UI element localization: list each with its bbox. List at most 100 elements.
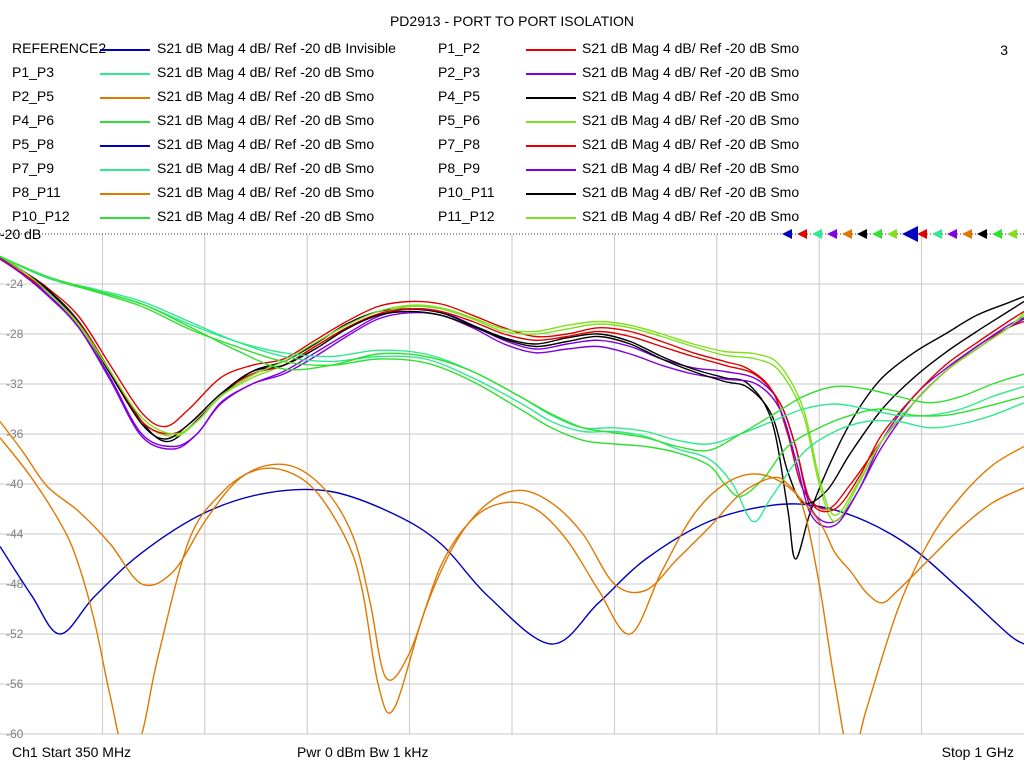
legend-swatch [100, 169, 150, 171]
y-tick-label: -24 [6, 277, 24, 291]
legend-swatch [526, 193, 576, 195]
reference-marker [917, 229, 927, 239]
reference-marker [827, 229, 837, 239]
reference-marker [962, 229, 972, 239]
reference-marker [872, 229, 882, 239]
legend-swatch [100, 73, 150, 75]
trace-p10-p12 [0, 255, 1024, 452]
legend-trace-name: P8_P11 [12, 184, 61, 200]
legend-row: P4_P5 S21 dB Mag 4 dB/ Ref -20 dB Smo [438, 88, 852, 108]
legend-trace-name: P8_P9 [438, 160, 481, 176]
ref-label: -20 dB [0, 226, 41, 242]
reference-marker [902, 226, 918, 242]
legend-row: P4_P6 S21 dB Mag 4 dB/ Ref -20 dB Smo [12, 112, 427, 132]
legend-trace-format: S21 dB Mag 4 dB/ Ref -20 dB Smo [157, 64, 375, 80]
traces [0, 255, 1024, 734]
reference-marker [812, 229, 822, 239]
trace-p1-p3 [0, 255, 1024, 445]
legend-trace-name: P5_P6 [438, 112, 481, 128]
channel-number: 3 [1000, 42, 1008, 58]
legend-trace-format: S21 dB Mag 4 dB/ Ref -20 dB Smo [157, 112, 375, 128]
legend-row: REFERENCE2 S21 dB Mag 4 dB/ Ref -20 dB In… [12, 40, 427, 60]
legend-trace-format: S21 dB Mag 4 dB/ Ref -20 dB Smo [582, 88, 800, 104]
reference-marker [857, 229, 867, 239]
legend-trace-format: S21 dB Mag 4 dB/ Ref -20 dB Invisible [157, 40, 396, 56]
trace-p1-p2 [0, 255, 1024, 510]
legend-row: P7_P9 S21 dB Mag 4 dB/ Ref -20 dB Smo [12, 160, 427, 180]
legend-swatch [100, 193, 150, 195]
legend-swatch [526, 121, 576, 123]
trace-p8-p9 [0, 258, 1024, 528]
reference-markers [782, 226, 1017, 242]
legend-trace-name: P7_P9 [12, 160, 55, 176]
legend-trace-name: P10_P12 [12, 208, 70, 224]
y-tick-label: -52 [6, 627, 24, 641]
legend-swatch [526, 73, 576, 75]
legend-trace-name: P1_P3 [12, 64, 55, 80]
legend-trace-format: S21 dB Mag 4 dB/ Ref -20 dB Smo [582, 40, 800, 56]
legend-trace-format: S21 dB Mag 4 dB/ Ref -20 dB Smo [582, 64, 800, 80]
legend-trace-name: P7_P8 [438, 136, 481, 152]
legend-swatch [100, 121, 150, 123]
legend-swatch [100, 49, 150, 51]
legend-row: P1_P3 S21 dB Mag 4 dB/ Ref -20 dB Smo [12, 64, 427, 84]
legend-trace-format: S21 dB Mag 4 dB/ Ref -20 dB Smo [582, 208, 800, 224]
legend-trace-format: S21 dB Mag 4 dB/ Ref -20 dB Smo [157, 136, 375, 152]
legend-swatch [100, 97, 150, 99]
legend-trace-format: S21 dB Mag 4 dB/ Ref -20 dB Smo [157, 160, 375, 176]
legend-trace-name: P5_P8 [12, 136, 55, 152]
legend-row: P7_P8 S21 dB Mag 4 dB/ Ref -20 dB Smo [438, 136, 852, 156]
legend-row: P8_P9 S21 dB Mag 4 dB/ Ref -20 dB Smo [438, 160, 852, 180]
reference-marker [782, 229, 792, 239]
legend-row: P10_P11 S21 dB Mag 4 dB/ Ref -20 dB Smo [438, 184, 852, 204]
legend-swatch [526, 145, 576, 147]
stop-frequency: Stop 1 GHz [941, 744, 1014, 760]
legend-trace-name: P2_P5 [12, 88, 55, 104]
trace-p8-p11 [0, 421, 1024, 681]
reference-marker [992, 229, 1002, 239]
legend-swatch [100, 217, 150, 219]
legend-trace-name: P11_P12 [438, 208, 495, 224]
trace-p4-p6 [0, 255, 1024, 498]
legend-trace-format: S21 dB Mag 4 dB/ Ref -20 dB Smo [157, 88, 375, 104]
legend-trace-format: S21 dB Mag 4 dB/ Ref -20 dB Smo [582, 136, 800, 152]
y-tick-label: -32 [6, 377, 24, 391]
y-tick-label: -40 [6, 477, 24, 491]
legend-trace-format: S21 dB Mag 4 dB/ Ref -20 dB Smo [582, 184, 800, 200]
reference-marker [977, 229, 987, 239]
start-frequency: Ch1 Start 350 MHz [12, 744, 132, 760]
trace-p7-p9 [0, 255, 1024, 523]
trace-p11-p12 [0, 255, 1024, 516]
reference-marker [1007, 229, 1017, 239]
legend-trace-name: P4_P5 [438, 88, 481, 104]
legend-swatch [526, 49, 576, 51]
legend-trace-name: REFERENCE2 [12, 40, 107, 56]
reference-marker [887, 229, 897, 239]
legend-row: P5_P8 S21 dB Mag 4 dB/ Ref -20 dB Smo [12, 136, 427, 156]
legend-trace-format: S21 dB Mag 4 dB/ Ref -20 dB Smo [582, 112, 800, 128]
legend-row: P2_P5 S21 dB Mag 4 dB/ Ref -20 dB Smo [12, 88, 427, 108]
legend-swatch [526, 169, 576, 171]
y-tick-label: -28 [6, 327, 24, 341]
legend-swatch [526, 217, 576, 219]
reference-marker [947, 229, 957, 239]
legend-row: P10_P12 S21 dB Mag 4 dB/ Ref -20 dB Smo [12, 208, 427, 228]
legend-trace-format: S21 dB Mag 4 dB/ Ref -20 dB Smo [157, 208, 375, 224]
legend-row: P2_P3 S21 dB Mag 4 dB/ Ref -20 dB Smo [438, 64, 852, 84]
trace-p2-p5 [0, 437, 1024, 734]
power-bandwidth: Pwr 0 dBm Bw 1 kHz [297, 744, 429, 760]
legend-trace-name: P4_P6 [12, 112, 55, 128]
y-tick-label: -60 [6, 727, 24, 741]
y-tick-label: -56 [6, 677, 24, 691]
chart-title: PD2913 - PORT TO PORT ISOLATION [389, 13, 635, 29]
y-tick-label: -36 [6, 427, 24, 441]
y-tick-label: -44 [6, 527, 24, 541]
legend-row: P8_P11 S21 dB Mag 4 dB/ Ref -20 dB Smo [12, 184, 427, 204]
legend-trace-name: P10_P11 [438, 184, 495, 200]
trace-p10-p11 [0, 255, 1024, 505]
legend-row: P11_P12 S21 dB Mag 4 dB/ Ref -20 dB Smo [438, 208, 852, 228]
legend-trace-format: S21 dB Mag 4 dB/ Ref -20 dB Smo [157, 184, 375, 200]
y-tick-label: -48 [6, 577, 24, 591]
reference-marker [932, 229, 942, 239]
